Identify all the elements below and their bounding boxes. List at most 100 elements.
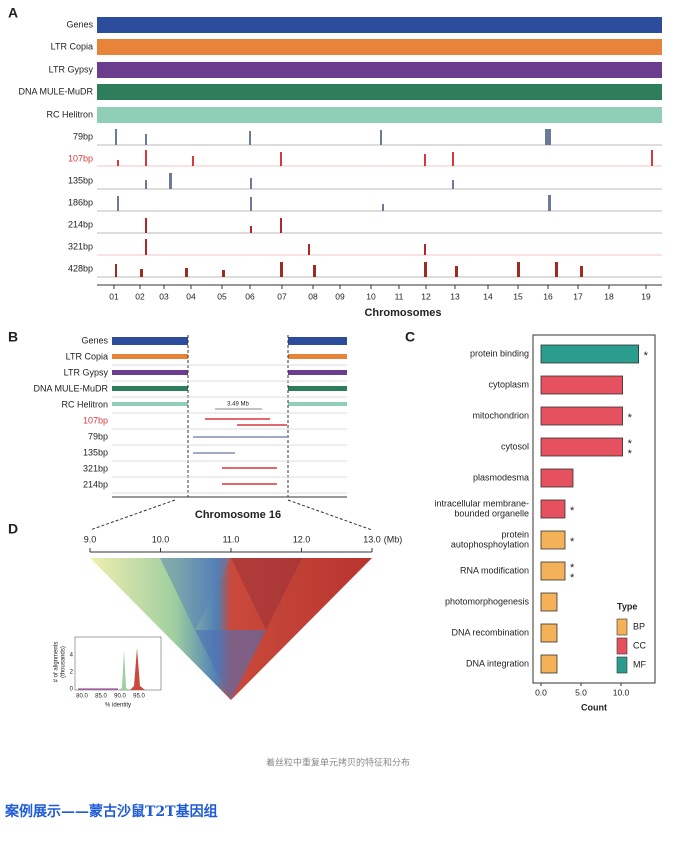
track-label: RC Helitron <box>46 109 93 119</box>
spikes-107 <box>117 150 653 166</box>
track <box>288 370 347 375</box>
tick-label: 10.0 <box>152 534 170 544</box>
track <box>288 402 347 406</box>
category-label: protein <box>501 529 529 539</box>
inset-frame <box>74 636 162 691</box>
chromosome-label: 12 <box>421 291 431 301</box>
spikes-186 <box>117 195 551 211</box>
category-label: cytosol <box>501 441 529 451</box>
asterisk: * <box>570 536 575 548</box>
track-label: 214bp <box>83 479 108 489</box>
category-label: DNA integration <box>466 658 529 668</box>
inset-peak <box>130 648 145 690</box>
track <box>112 370 188 375</box>
track-label: LTR Copia <box>51 41 93 51</box>
inset-tick: 0 <box>70 687 74 693</box>
track-label: LTR Gypsy <box>49 64 94 74</box>
panel-letter: A <box>8 5 18 21</box>
inset-peak <box>118 650 130 690</box>
bar <box>540 437 623 457</box>
chromosome-label: 14 <box>483 291 493 301</box>
category-label: RNA modification <box>460 565 529 575</box>
bar <box>540 344 639 364</box>
x-tick-label: 10.0 <box>613 687 630 697</box>
track-label: 135bp <box>68 175 93 185</box>
section-heading: 案例展示——蒙古沙鼠T2T基因组 <box>4 803 218 820</box>
bar <box>540 406 623 426</box>
track-label: 428bp <box>68 263 93 273</box>
spikes-214 <box>145 218 282 233</box>
panel-letter: D <box>8 521 18 537</box>
panel-a: A Genes LTR Copia LTR Gypsy DNA MULE-MuDR RC… <box>8 5 662 319</box>
bar <box>540 499 566 519</box>
axis-unit: (Mb) <box>384 534 403 544</box>
chromosome-label: 07 <box>277 291 287 301</box>
legend-swatch <box>616 656 628 674</box>
panel-letter: B <box>8 329 18 345</box>
track <box>112 354 188 359</box>
track-label: 107bp <box>68 153 93 163</box>
track <box>288 354 347 359</box>
category-label: mitochondrion <box>472 410 529 420</box>
spikes-135 <box>145 173 454 189</box>
panel-letter: C <box>405 329 415 345</box>
chromosome-label: 16 <box>543 291 553 301</box>
copia-track <box>97 39 662 55</box>
bar <box>540 561 566 581</box>
tick-label: 12.0 <box>293 534 311 544</box>
track-label: RC Helitron <box>61 399 108 409</box>
chromosome-label: 06 <box>245 291 255 301</box>
inset-tick: 95.0 <box>133 694 145 700</box>
track <box>112 386 188 391</box>
category-label: DNA recombination <box>451 627 529 637</box>
category-label: bounded organelle <box>454 508 529 518</box>
track-label: 79bp <box>73 131 93 141</box>
track <box>288 386 347 391</box>
asterisk: * <box>570 572 575 584</box>
track-label: 214bp <box>68 219 93 229</box>
inset-ylabel: (thousands) <box>61 646 67 678</box>
chromosome-label: 17 <box>573 291 583 301</box>
track-label: 79bp <box>88 431 108 441</box>
chromosome-label: 04 <box>186 291 196 301</box>
helitron-track <box>97 107 662 123</box>
spikes-428 <box>115 262 583 277</box>
legend-label: MF <box>633 659 646 669</box>
baselines <box>97 144 662 278</box>
bar <box>540 530 566 550</box>
inset-tick: 90.0 <box>114 694 126 700</box>
asterisk: * <box>570 505 575 517</box>
chromosome-label: 05 <box>217 291 227 301</box>
track-label: DNA MULE-MuDR <box>18 86 93 96</box>
track-label: Genes <box>66 19 93 29</box>
bar <box>540 592 558 612</box>
inset-tick: 4 <box>70 653 74 659</box>
chromosome-label: 08 <box>308 291 318 301</box>
heatmap-block <box>160 558 231 630</box>
heatmap-block <box>231 558 302 630</box>
legend-label: BP <box>633 621 645 631</box>
track-label: LTR Copia <box>66 351 108 361</box>
inset-tick: 2 <box>70 670 74 676</box>
tick-label: 11.0 <box>223 534 240 544</box>
satellite-segments <box>193 436 287 454</box>
category-label: intracellular membrane- <box>434 498 529 508</box>
legend-title: Type <box>617 601 637 611</box>
heatmap <box>90 558 372 700</box>
asterisk: * <box>628 412 633 424</box>
track-label: 107bp <box>83 415 108 425</box>
bar <box>540 468 574 488</box>
x-axis-title: Chromosomes <box>364 307 441 319</box>
asterisk: * <box>570 562 575 574</box>
category-label: plasmodesma <box>473 472 529 482</box>
satellite-segments <box>205 418 287 485</box>
x-tick-label: 0.0 <box>535 687 547 697</box>
chromosome-label: 15 <box>513 291 523 301</box>
track-label: 186bp <box>68 197 93 207</box>
chromosome-label: 01 <box>109 291 119 301</box>
panel-d: D 9.0 10.0 11.0 12.0 13.0 (Mb) 80.0 85.0 90.0 9… <box>8 521 402 709</box>
genes-track <box>97 17 662 33</box>
category-label: photomorphogenesis <box>445 596 530 606</box>
panel-c: C protein binding * cytoplasm mitochondrion… <box>405 329 656 712</box>
